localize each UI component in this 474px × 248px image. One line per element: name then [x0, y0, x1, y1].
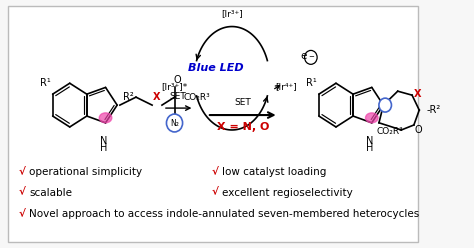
Text: N: N	[100, 136, 108, 146]
Text: e: e	[301, 51, 307, 62]
Text: √: √	[211, 188, 218, 198]
Text: R¹: R¹	[306, 78, 317, 88]
Text: -R²: -R²	[427, 105, 441, 115]
Text: low catalyst loading: low catalyst loading	[222, 167, 327, 177]
FancyBboxPatch shape	[8, 6, 419, 242]
Text: H: H	[366, 143, 374, 153]
Text: H: H	[100, 143, 108, 153]
Text: N₂: N₂	[170, 119, 179, 127]
Text: O: O	[173, 75, 181, 85]
Text: Novel approach to access indole-annulated seven-membered heterocycles: Novel approach to access indole-annulate…	[29, 210, 419, 219]
Text: CO₂R³: CO₂R³	[183, 93, 210, 102]
Circle shape	[166, 114, 182, 132]
Text: √: √	[18, 210, 26, 219]
Text: SET: SET	[170, 92, 187, 101]
Text: scalable: scalable	[29, 188, 73, 198]
Text: N: N	[366, 136, 374, 146]
Text: O: O	[415, 125, 422, 135]
Text: R¹: R¹	[40, 78, 51, 88]
Text: √: √	[18, 188, 26, 198]
Text: R²: R²	[123, 92, 134, 102]
Text: √: √	[211, 167, 218, 177]
Text: CO₂R³: CO₂R³	[376, 127, 403, 136]
Text: [Ir³⁺]*: [Ir³⁺]*	[161, 82, 187, 91]
Text: SET: SET	[234, 98, 251, 107]
Text: √: √	[18, 167, 26, 177]
Circle shape	[379, 98, 392, 112]
Text: −: −	[308, 54, 314, 60]
Text: X = N, O: X = N, O	[217, 122, 269, 132]
Text: Blue LED: Blue LED	[188, 63, 244, 73]
Text: [Ir⁴⁺]: [Ir⁴⁺]	[275, 82, 297, 91]
Text: X: X	[414, 89, 421, 99]
Text: operational simplicity: operational simplicity	[29, 167, 143, 177]
Ellipse shape	[99, 113, 112, 123]
Text: [Ir³⁺]: [Ir³⁺]	[221, 10, 243, 19]
Text: excellent regioselectivity: excellent regioselectivity	[222, 188, 353, 198]
Text: X: X	[153, 92, 160, 102]
Ellipse shape	[365, 113, 378, 123]
